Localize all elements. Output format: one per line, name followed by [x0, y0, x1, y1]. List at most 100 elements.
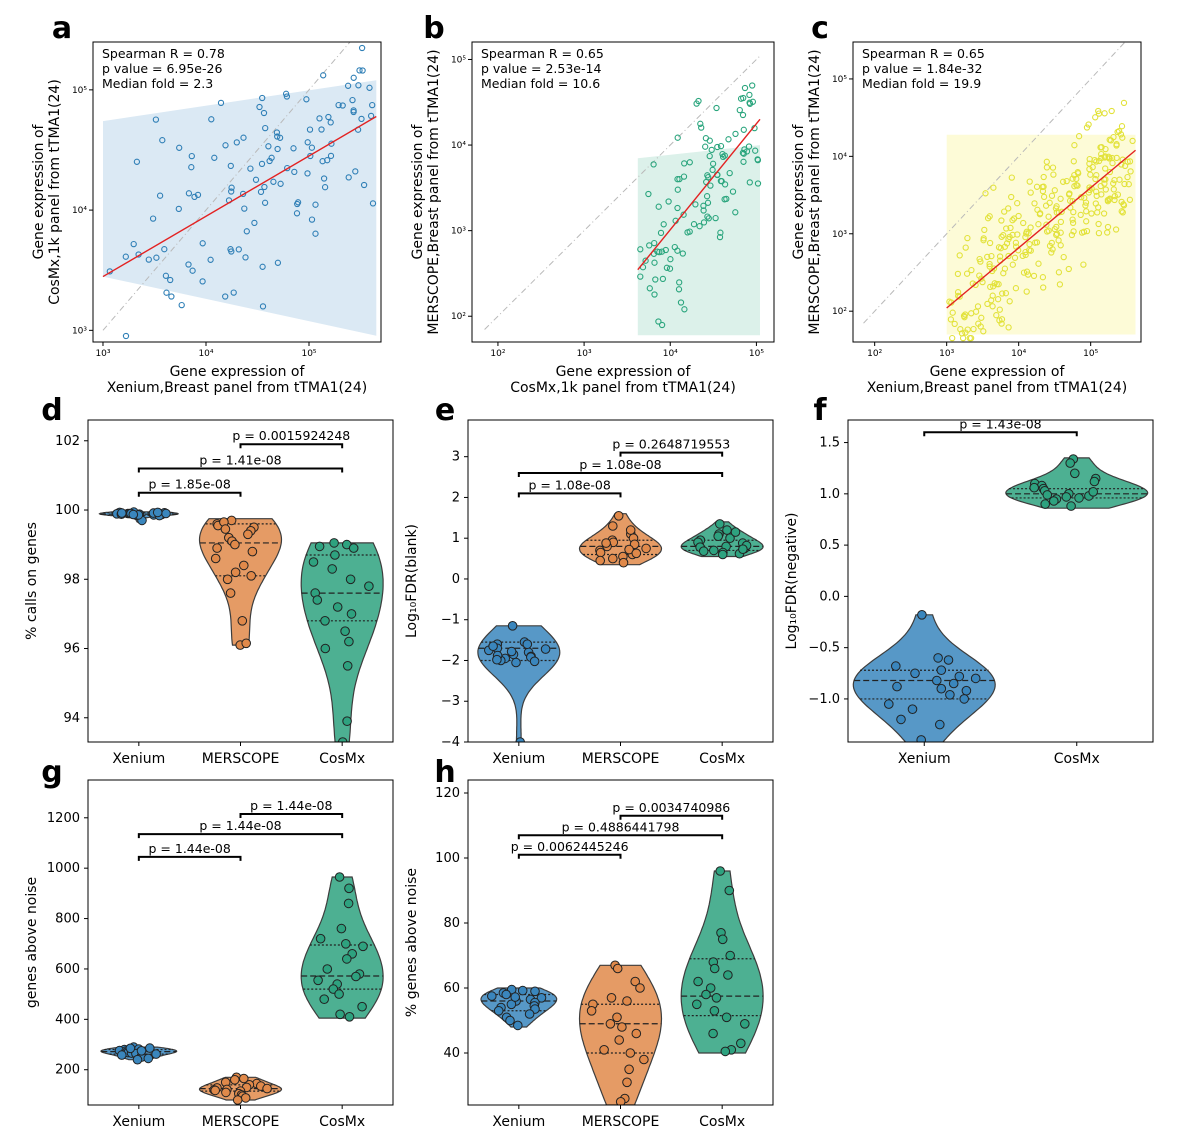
data-point	[1060, 253, 1067, 261]
data-point	[1125, 181, 1132, 188]
data-point	[1037, 210, 1044, 217]
data-point	[717, 142, 725, 150]
data-point	[1066, 190, 1073, 197]
data-point	[701, 989, 711, 1000]
data-point	[335, 101, 342, 109]
data-point	[125, 1043, 136, 1054]
y-tick-label: 800	[55, 912, 80, 927]
data-point	[345, 174, 352, 181]
data-point	[1089, 163, 1096, 171]
data-point	[1012, 239, 1020, 246]
data-point	[222, 293, 229, 300]
data-point	[1048, 249, 1055, 256]
data-point	[1015, 212, 1022, 220]
data-point	[749, 82, 756, 89]
data-point	[935, 719, 945, 730]
data-point	[1077, 211, 1084, 219]
data-point	[243, 228, 250, 235]
data-point	[351, 971, 361, 982]
data-point	[327, 152, 335, 160]
data-point	[746, 179, 753, 186]
data-point	[1040, 284, 1047, 291]
data-point	[1075, 170, 1082, 177]
data-point	[724, 885, 735, 896]
data-point	[1088, 487, 1098, 497]
data-point	[1029, 482, 1039, 493]
data-point	[230, 539, 240, 550]
data-point	[605, 1019, 616, 1029]
x-tick-label: 10²	[867, 349, 882, 359]
data-point	[704, 213, 711, 220]
data-point	[949, 334, 956, 342]
data-point	[1092, 200, 1099, 207]
data-point	[1043, 158, 1050, 165]
stats-text: p value = 1.84e-32	[862, 61, 982, 76]
data-point	[237, 616, 248, 626]
stats-text: Spearman R = 0.65	[481, 46, 604, 61]
violin-cosmx	[1005, 457, 1149, 509]
data-point	[704, 199, 712, 206]
data-point	[1108, 154, 1116, 162]
data-point	[232, 1095, 243, 1105]
data-point	[671, 243, 678, 251]
data-point	[319, 994, 330, 1005]
data-point	[715, 866, 726, 876]
data-point	[1129, 137, 1136, 145]
data-point	[342, 716, 352, 727]
data-point	[1023, 288, 1030, 295]
data-point	[352, 168, 359, 175]
data-point	[949, 309, 956, 316]
data-point	[156, 192, 164, 199]
panel-g: p = 1.44e-08 p = 1.44e-08 p = 1.44e-08 200 4…	[24, 755, 394, 1130]
data-point	[1114, 128, 1121, 136]
data-point	[1068, 231, 1076, 239]
data-point	[637, 273, 644, 280]
data-point	[642, 257, 649, 264]
data-point	[536, 993, 547, 1003]
data-point	[1040, 193, 1048, 201]
y-tick-label: 10⁵	[451, 55, 466, 65]
data-point	[612, 1012, 622, 1023]
data-point	[1049, 164, 1057, 171]
data-point	[622, 996, 632, 1006]
data-point	[1116, 176, 1123, 183]
data-point	[276, 134, 284, 141]
data-point	[1070, 158, 1077, 165]
data-point	[227, 246, 234, 253]
data-point	[350, 107, 357, 114]
data-point	[995, 281, 1002, 288]
data-point	[1083, 218, 1090, 225]
data-point	[136, 1046, 147, 1056]
data-point	[132, 1054, 143, 1065]
data-point	[152, 507, 163, 518]
data-point	[251, 219, 258, 227]
data-point	[964, 234, 971, 242]
data-point	[1108, 107, 1115, 115]
x-tick-label: Xenium	[112, 1114, 165, 1130]
data-point	[702, 143, 709, 150]
data-point	[650, 161, 657, 168]
y-axis-label: Gene expression of	[31, 123, 47, 259]
data-point	[320, 616, 330, 626]
data-point	[1008, 193, 1015, 201]
fit-line	[102, 115, 377, 278]
y-axis-label: Gene expression of	[410, 123, 426, 259]
data-point	[608, 553, 618, 564]
data-point	[243, 529, 253, 540]
data-point	[487, 991, 497, 1001]
y-axis-label: Gene expression of	[791, 123, 807, 259]
data-point	[970, 673, 981, 684]
data-point	[907, 704, 918, 715]
y-tick-label: 1000	[47, 861, 80, 876]
y-tick-label: 100	[55, 503, 80, 518]
data-point	[1081, 194, 1088, 202]
data-point	[337, 737, 348, 742]
data-point	[1020, 269, 1028, 276]
data-point	[675, 286, 683, 293]
data-point	[700, 202, 707, 209]
y-tick-label: 400	[55, 1012, 80, 1027]
data-point	[348, 543, 359, 553]
panel-h: p = 0.0062445246 p = 0.4886441798 p = 0.00…	[404, 755, 774, 1130]
data-point	[1093, 188, 1100, 195]
data-point	[954, 270, 962, 278]
